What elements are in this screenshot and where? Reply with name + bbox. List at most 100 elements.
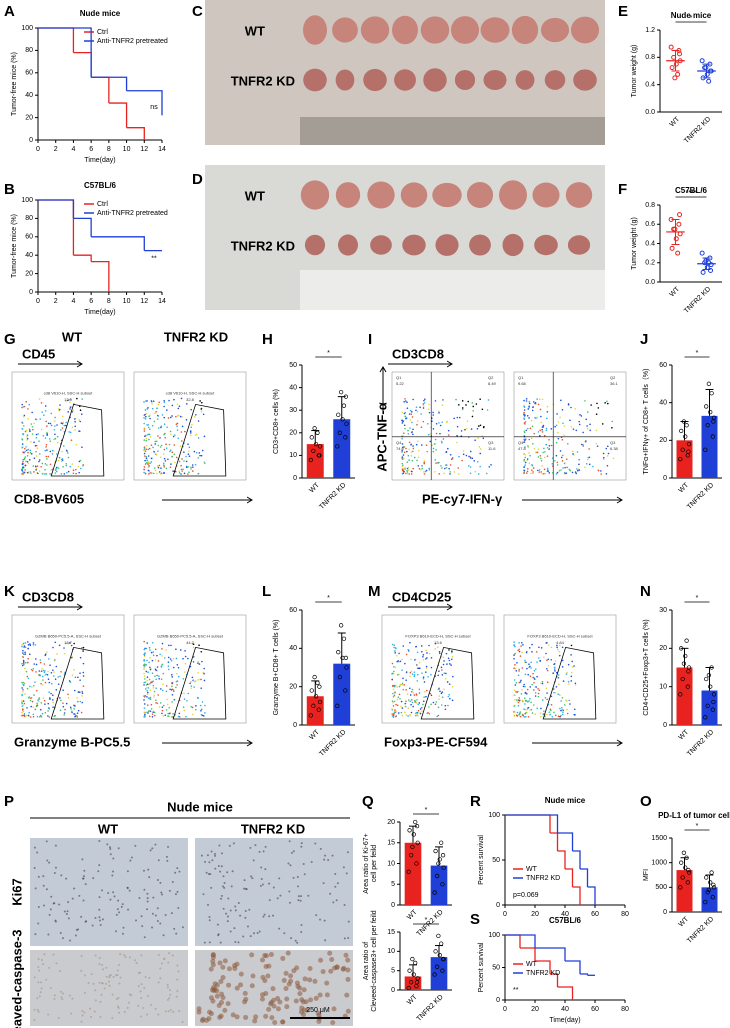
flow-event <box>418 450 420 452</box>
stain <box>36 851 38 853</box>
stain <box>147 897 149 899</box>
stain <box>38 1011 40 1013</box>
flow-event <box>523 686 525 688</box>
flow-event <box>152 642 154 644</box>
ruler <box>300 117 605 145</box>
flow-event <box>419 662 421 664</box>
flow-event <box>575 473 577 475</box>
data-point <box>336 413 340 417</box>
flow-event <box>172 694 174 696</box>
flow-event <box>565 472 567 474</box>
flow-event <box>416 406 418 408</box>
stain <box>119 953 121 955</box>
flow-event <box>417 667 419 669</box>
flow-event <box>534 678 536 680</box>
stain <box>278 877 280 879</box>
stain <box>38 876 40 878</box>
flow-event <box>145 671 147 673</box>
flow-event <box>182 426 184 428</box>
flow-event <box>169 444 171 446</box>
flow-event <box>192 466 194 468</box>
stain <box>42 875 44 877</box>
flow-event <box>163 472 165 474</box>
tumor <box>361 16 389 43</box>
stain <box>253 932 255 934</box>
flow-event <box>425 650 427 652</box>
flow-event <box>152 425 154 427</box>
flow-event <box>391 713 393 715</box>
flow-event <box>24 693 26 695</box>
legend-label: WT <box>526 866 538 873</box>
flow-event <box>144 430 146 432</box>
flow-event <box>47 674 49 676</box>
flow-event <box>149 667 151 669</box>
stain <box>173 928 175 930</box>
flow-event <box>164 449 166 451</box>
annotation: **** <box>686 190 697 197</box>
stain <box>136 962 138 964</box>
stain <box>345 958 350 963</box>
flow-event <box>417 465 419 467</box>
flow-event <box>524 409 526 411</box>
flow-event <box>542 399 544 401</box>
flow-event <box>409 687 411 689</box>
flow-event <box>527 415 529 417</box>
stain <box>172 954 174 956</box>
stain <box>165 914 167 916</box>
data-point <box>673 76 677 80</box>
flow-event <box>148 687 150 689</box>
stain <box>323 882 325 884</box>
stain <box>38 906 40 908</box>
flow-event <box>153 473 155 475</box>
stain <box>64 910 66 912</box>
flow-event <box>431 695 433 697</box>
y-tick-label: 50 <box>492 964 500 971</box>
flow-event <box>60 709 62 711</box>
stain <box>209 919 211 921</box>
flow-event <box>28 449 30 451</box>
flow-event <box>474 439 476 441</box>
survival-step <box>127 128 145 140</box>
flow-event <box>483 426 485 428</box>
stain <box>141 983 143 985</box>
stain <box>280 1019 285 1024</box>
tumor <box>370 235 392 254</box>
flow-event <box>148 710 150 712</box>
flow-event <box>537 452 539 454</box>
tumor <box>305 235 325 256</box>
flow-event <box>74 716 76 718</box>
stain <box>209 967 214 972</box>
flow-event <box>151 472 153 474</box>
x-tick-label: 80 <box>621 1006 629 1013</box>
x-tick-label: WT <box>669 285 682 298</box>
flow-event <box>155 699 157 701</box>
flow-event <box>143 659 145 661</box>
flow-event <box>607 465 609 467</box>
flow-event <box>52 647 54 649</box>
flow-event <box>587 459 589 461</box>
flow-event <box>59 457 61 459</box>
stain <box>300 846 302 848</box>
stain <box>38 970 40 972</box>
stain <box>314 996 319 1001</box>
flow-event <box>204 436 206 438</box>
flow-event <box>541 460 543 462</box>
flow-event <box>402 683 404 685</box>
flow-event <box>174 434 176 436</box>
flow-event <box>539 690 541 692</box>
stain <box>301 842 303 844</box>
data-point <box>704 405 708 409</box>
stain <box>247 926 249 928</box>
annotation: * <box>327 595 330 602</box>
flow-event <box>588 448 590 450</box>
stain <box>303 863 305 865</box>
stain <box>84 975 86 977</box>
flow-event <box>439 652 441 654</box>
flow-event <box>59 409 61 411</box>
arrow <box>388 604 452 610</box>
survival-step <box>38 28 73 53</box>
tumor <box>455 70 475 90</box>
stain <box>226 1001 231 1006</box>
flow-event <box>405 689 407 691</box>
flow-event <box>148 465 150 467</box>
